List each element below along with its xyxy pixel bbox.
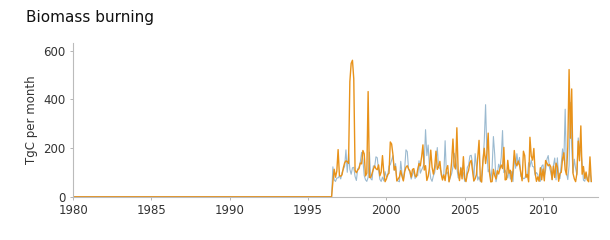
Y-axis label: TgC per month: TgC per month (25, 76, 38, 164)
Text: Biomass burning: Biomass burning (26, 10, 154, 25)
